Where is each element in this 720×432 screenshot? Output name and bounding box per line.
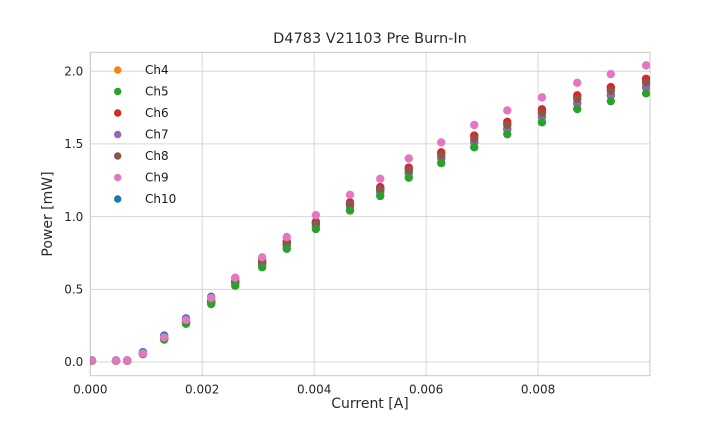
data-point-ch9 [206,293,216,303]
legend-label: Ch6 [145,106,169,120]
data-point-ch9 [257,253,267,262]
data-point-ch9 [111,356,121,365]
data-point-ch9 [311,210,321,220]
data-point-ch9 [404,154,413,163]
legend-label: Ch8 [145,149,169,163]
legend-swatch-icon [114,152,122,160]
data-point-ch5 [573,104,582,114]
data-point-ch5 [503,129,512,139]
data-point-ch5 [206,299,216,309]
legend-swatch-icon [114,87,122,96]
data-point-ch8 [437,151,446,160]
data-point-ch9 [282,232,291,242]
legend-label: Ch10 [145,192,176,206]
data-point-ch9 [641,61,651,70]
data-point-ch9 [537,93,547,102]
data-point-ch8 [537,108,547,117]
data-point-ch8 [573,94,582,104]
data-point-ch5 [257,263,267,272]
data-point-ch8 [376,185,385,194]
data-point-ch9 [573,78,582,88]
legend-swatch-icon [114,130,122,139]
data-point-ch9 [231,273,240,282]
data-point-ch9 [123,356,132,365]
plot-frame [89,51,651,377]
x-tick-label: 0.000 [73,383,107,397]
legend-label: Ch4 [145,63,169,77]
y-tick-label: 2.0 [64,64,83,78]
data-point-ch8 [345,200,355,209]
legend-swatch-icon [114,66,122,74]
x-tick-label: 0.004 [297,383,331,397]
data-point-ch5 [311,224,321,234]
data-point-ch8 [404,166,413,175]
legend-label: Ch9 [145,171,169,185]
data-point-ch8 [606,86,616,96]
legend-swatch-icon [114,173,122,182]
x-tick-label: 0.006 [409,383,443,397]
x-tick-label: 0.002 [185,383,219,397]
y-tick-label: 0.5 [64,283,83,297]
legend-label: Ch5 [145,85,169,99]
data-point-ch8 [470,134,479,144]
data-point-ch5 [470,143,479,152]
legend-swatch-icon [114,195,122,203]
legend: Ch4 Ch5 Ch6 Ch7 Ch8 Ch9 Ch10 [114,63,176,206]
data-point-ch5 [282,244,291,253]
data-point-ch9 [470,120,479,130]
data-point-ch9 [345,190,355,200]
data-point-ch9 [159,333,169,342]
x-tick-label: 0.008 [521,383,555,397]
data-point-ch8 [641,78,651,87]
data-point-ch5 [345,206,355,215]
legend-swatch-icon [114,109,122,117]
data-point-ch9 [90,356,97,365]
data-point-ch5 [231,281,240,290]
data-point-ch5 [537,118,547,127]
legend-label: Ch7 [145,128,169,142]
data-point-ch9 [181,315,191,325]
data-point-ch9 [138,349,148,358]
y-tick-label: 1.0 [64,210,83,224]
data-point-ch5 [404,173,413,182]
data-point-ch9 [376,174,385,184]
data-points-layer [90,61,651,365]
chart-title: D4783 V21103 Pre Burn-In [273,31,467,47]
data-point-ch8 [503,120,512,130]
y-tick-label: 0.0 [64,355,83,369]
y-tick-label: 1.5 [64,137,83,151]
data-point-ch5 [437,158,446,168]
data-point-ch9 [503,106,512,115]
data-point-ch9 [606,69,616,79]
x-axis-label: Current [A] [331,396,409,412]
data-point-ch5 [641,89,651,98]
data-point-ch5 [606,96,616,106]
data-point-ch5 [376,191,385,201]
data-point-ch9 [437,138,446,147]
